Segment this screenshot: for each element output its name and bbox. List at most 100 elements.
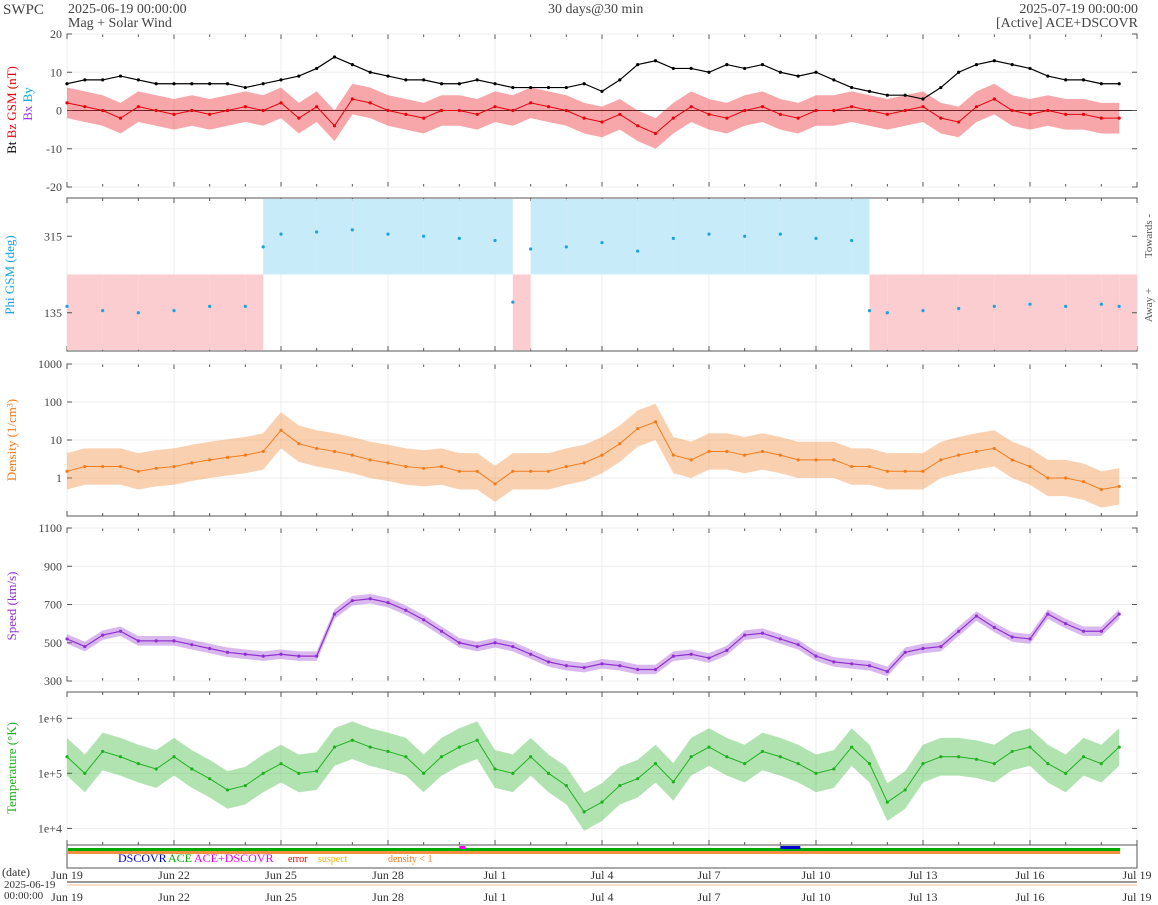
- temperature-point: [564, 783, 568, 788]
- temperature-point: [1010, 749, 1014, 754]
- y-axis-label: Phi GSM (deg): [2, 235, 17, 314]
- x-tick-label-bottom: Jun 19: [51, 890, 83, 904]
- bz-point: [83, 105, 87, 109]
- source-label: [Active] ACE+DSCOVR: [995, 16, 1138, 31]
- temperature-point: [190, 767, 194, 771]
- temperature-point: [1117, 745, 1121, 749]
- speed-point: [1028, 637, 1032, 641]
- speed-point: [118, 629, 123, 633]
- phi-away-bar: [1101, 274, 1120, 350]
- source-density-strip: [68, 851, 1121, 854]
- speed-point: [243, 652, 247, 656]
- temperature-point: [743, 762, 747, 766]
- x-tick-label-top: Jul 1: [483, 868, 506, 882]
- mag-y-tick: 0: [56, 104, 62, 118]
- bz-point: [796, 116, 800, 120]
- phi-towards-bar: [263, 199, 281, 275]
- phi-point: [172, 309, 176, 313]
- density-point: [1010, 458, 1014, 462]
- temperature-point: [386, 749, 390, 754]
- density-point: [368, 458, 372, 462]
- x-tick-label-bottom: Jul 10: [801, 890, 830, 904]
- bz-point: [1117, 116, 1121, 120]
- bt-point: [1064, 78, 1068, 82]
- x-tick-label-bottom: Jul 1: [483, 890, 506, 904]
- density-point: [118, 464, 123, 469]
- temperature-point: [439, 755, 444, 759]
- speed-point: [921, 646, 925, 651]
- phi-away-bar: [869, 274, 888, 350]
- bt-point: [386, 74, 390, 78]
- phi-point: [1028, 302, 1032, 306]
- density-point: [493, 482, 497, 486]
- bz-point: [760, 105, 765, 109]
- temperature-point: [65, 755, 69, 759]
- mag-y-tick: 10: [50, 65, 62, 79]
- speed-point: [743, 633, 747, 637]
- temperature-point: [1028, 745, 1032, 749]
- phi-point: [885, 311, 889, 315]
- bz-range-band: [67, 83, 1120, 149]
- speed-point: [1064, 622, 1068, 626]
- x-tick-label-top: Jul 7: [697, 868, 720, 882]
- bz-point: [636, 124, 640, 128]
- temperature-point: [1081, 755, 1086, 759]
- source-ace-dscovr-mark: [459, 846, 466, 849]
- start-time: 2025-06-19 00:00:00: [68, 2, 187, 17]
- temperature-point: [1099, 762, 1103, 766]
- phi-point: [279, 232, 283, 236]
- speed-point: [457, 641, 461, 645]
- bt-point: [1099, 82, 1103, 86]
- density-point: [814, 458, 818, 462]
- bt-point: [743, 66, 747, 71]
- density-y-tick: 10: [50, 433, 62, 447]
- temperature-y-tick: 1e+6: [38, 711, 62, 725]
- bz-point: [974, 105, 979, 109]
- phi-point: [65, 304, 69, 308]
- speed-point: [511, 644, 515, 649]
- bz-point: [582, 116, 586, 120]
- bz-point: [118, 116, 123, 120]
- bt-point: [850, 85, 854, 90]
- time-span: 30 days@30 min: [548, 2, 644, 17]
- phi-towards-bar: [780, 199, 816, 275]
- mag-y-tick: 20: [50, 27, 62, 41]
- bz-point: [261, 108, 265, 113]
- bt-point: [796, 74, 800, 78]
- temperature-point: [653, 762, 658, 766]
- phi-away-bar: [512, 274, 531, 350]
- bz-point: [546, 105, 551, 109]
- speed-point: [368, 597, 372, 601]
- speed-point: [225, 650, 230, 654]
- temperature-point: [885, 800, 889, 804]
- bz-point: [689, 105, 693, 109]
- bt-point: [957, 70, 961, 74]
- density-point: [208, 458, 212, 462]
- y-axis-label-part: Phi GSM (deg): [2, 235, 17, 314]
- density-point: [457, 469, 461, 473]
- temperature-point: [725, 755, 729, 759]
- phi-towards-bar: [566, 199, 602, 275]
- phi-towards-bar: [316, 199, 353, 275]
- bz-point: [707, 112, 711, 116]
- temperature-point: [636, 777, 640, 781]
- speed-point: [850, 662, 854, 666]
- bz-series-line: [66, 98, 1120, 135]
- bt-point: [1046, 74, 1050, 78]
- density-point: [261, 449, 265, 454]
- bt-point: [921, 97, 925, 101]
- brand-label: SWPC: [3, 2, 44, 18]
- x-tick-label-bottom: Jun 25: [265, 890, 297, 904]
- y-axis-label: Speed (km/s): [4, 572, 19, 641]
- density-y-tick: 1000: [38, 357, 62, 371]
- bt-point: [564, 85, 568, 90]
- phi-towards-bar: [495, 199, 513, 275]
- temperature-point: [1064, 771, 1068, 775]
- phi-towards-bar: [459, 199, 495, 275]
- density-point: [529, 469, 533, 473]
- bz-point: [350, 97, 354, 101]
- y-axis-label-part: Bx: [20, 102, 35, 120]
- phi-away-bar: [138, 274, 174, 350]
- density-point: [653, 420, 658, 424]
